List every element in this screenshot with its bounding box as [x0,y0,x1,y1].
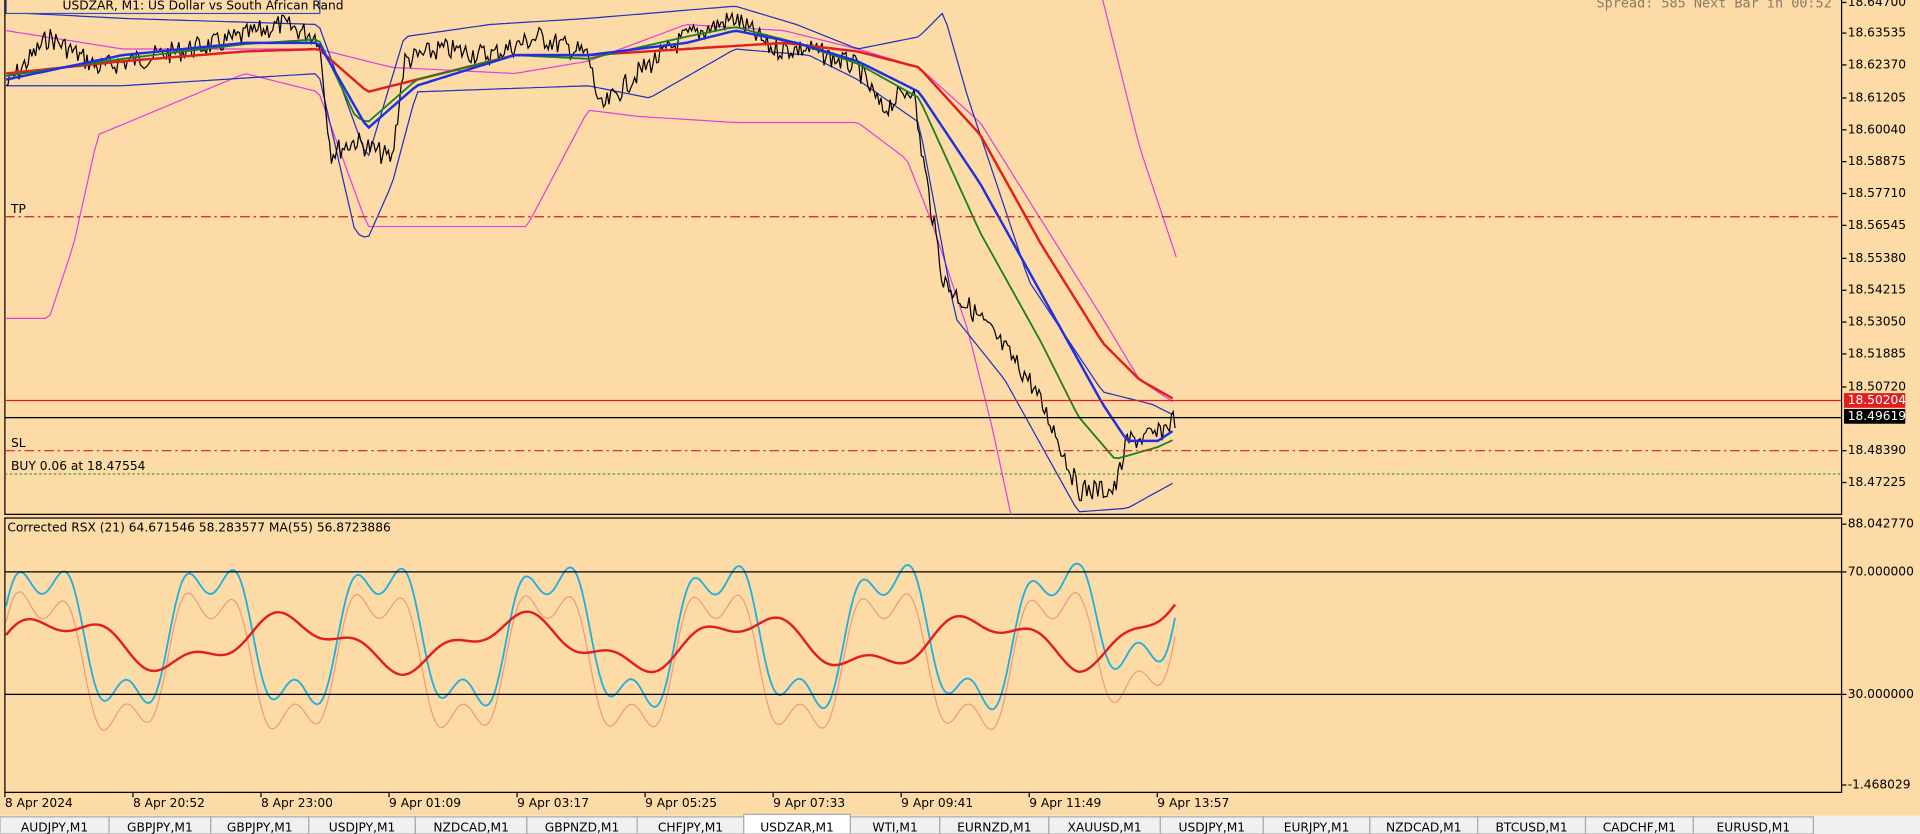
rsx-ma [5,603,1177,677]
ma-green [5,26,1173,460]
indicator-axis-label: 30.000000 [1848,687,1914,701]
tab-label[interactable]: USDJPY,M1 [1179,820,1246,834]
ask-tag [1844,393,1906,408]
price-label: 18.60040 [1848,122,1906,136]
price-label: 18.62370 [1848,57,1906,71]
tab-label[interactable]: NZDCAD,M1 [1386,820,1462,834]
band-far [1102,0,1177,258]
band-lower [6,73,1012,515]
tab-label[interactable]: USDJPY,M1 [329,820,396,834]
plot [5,0,1177,731]
indicator-axis-label: 70.000000 [1848,564,1914,578]
price-label: 18.50720 [1848,379,1906,393]
time-label: 9 Apr 13:57 [1157,796,1229,810]
tab-label[interactable]: CHFJPY,M1 [658,820,723,834]
indicator-frame [4,517,1843,793]
symbol-box [5,0,321,15]
indicator-label: Corrected RSX (21) 64.671546 58.283577 M… [7,520,391,534]
time-label: 8 Apr 2024 [5,796,73,810]
tab-label[interactable]: XAUUSD,M1 [1068,820,1142,834]
price-label: 18.55380 [1848,251,1906,265]
price-label: 18.54215 [1848,283,1906,297]
tab-label[interactable]: EURNZD,M1 [957,820,1031,834]
tab-label[interactable]: AUDJPY,M1 [21,820,88,834]
tab-label[interactable]: BTCUSD,M1 [1496,820,1568,834]
price-label: 18.56545 [1848,218,1906,232]
bollinger-lower [6,48,1173,513]
indicator-axis-label: -1.468029 [1848,778,1911,792]
time-label: 9 Apr 03:17 [517,796,589,810]
rsx-signal [5,591,1176,731]
bid-tag [1844,409,1906,424]
tab-label[interactable]: GBPNZD,M1 [545,820,619,834]
sl-label: SL [11,436,26,450]
bollinger-upper [6,5,1173,416]
time-label: 9 Apr 09:41 [901,796,973,810]
price-line [5,11,1176,502]
price-label: 18.51885 [1848,346,1906,360]
tab-label[interactable]: USDZAR,M1 [760,820,834,834]
ask-price: 18.50204 [1848,393,1907,407]
order-label: BUY 0.06 at 18.47554 [11,459,146,473]
price-label: 18.48390 [1848,443,1906,457]
price-label: 18.53050 [1848,315,1906,329]
ma-blue [5,29,1174,443]
time-label: 9 Apr 07:33 [773,796,845,810]
tab-label[interactable]: GBPJPY,M1 [127,820,193,834]
time-label: 9 Apr 01:09 [389,796,461,810]
tab-label[interactable]: NZDCAD,M1 [433,820,509,834]
tab-label[interactable]: EURJPY,M1 [1284,820,1350,834]
tab[interactable] [1692,816,1815,834]
price-label: 18.47225 [1848,475,1906,489]
main-chart-frame [4,0,1843,515]
price-label: 18.61205 [1848,90,1906,104]
time-label: 8 Apr 23:00 [261,796,333,810]
rsx-line [5,562,1176,711]
price-label: 18.57710 [1848,186,1906,200]
tp-label: TP [10,202,26,216]
indicator-axis-label: 88.042770 [1848,517,1914,531]
tab-label[interactable]: WTI,M1 [872,820,917,834]
price-label: 18.63535 [1848,26,1906,40]
price-label: 18.58875 [1848,154,1906,168]
status-text: Spread: 585 Next Bar in 00:52 [1597,0,1832,12]
tab-label[interactable]: EURUSD,M1 [1717,820,1791,834]
bid-price: 18.49619 [1848,409,1906,423]
price-label: 18.64700 [1848,0,1906,9]
symbol-title: USDZAR, M1: US Dollar vs South African R… [62,0,343,13]
time-label: 9 Apr 11:49 [1029,796,1101,810]
tab-label[interactable]: CADCHF,M1 [1603,820,1676,834]
time-label: 8 Apr 20:52 [133,796,205,810]
time-label: 9 Apr 05:25 [645,796,717,810]
tab-label[interactable]: GBPJPY,M1 [227,820,293,834]
